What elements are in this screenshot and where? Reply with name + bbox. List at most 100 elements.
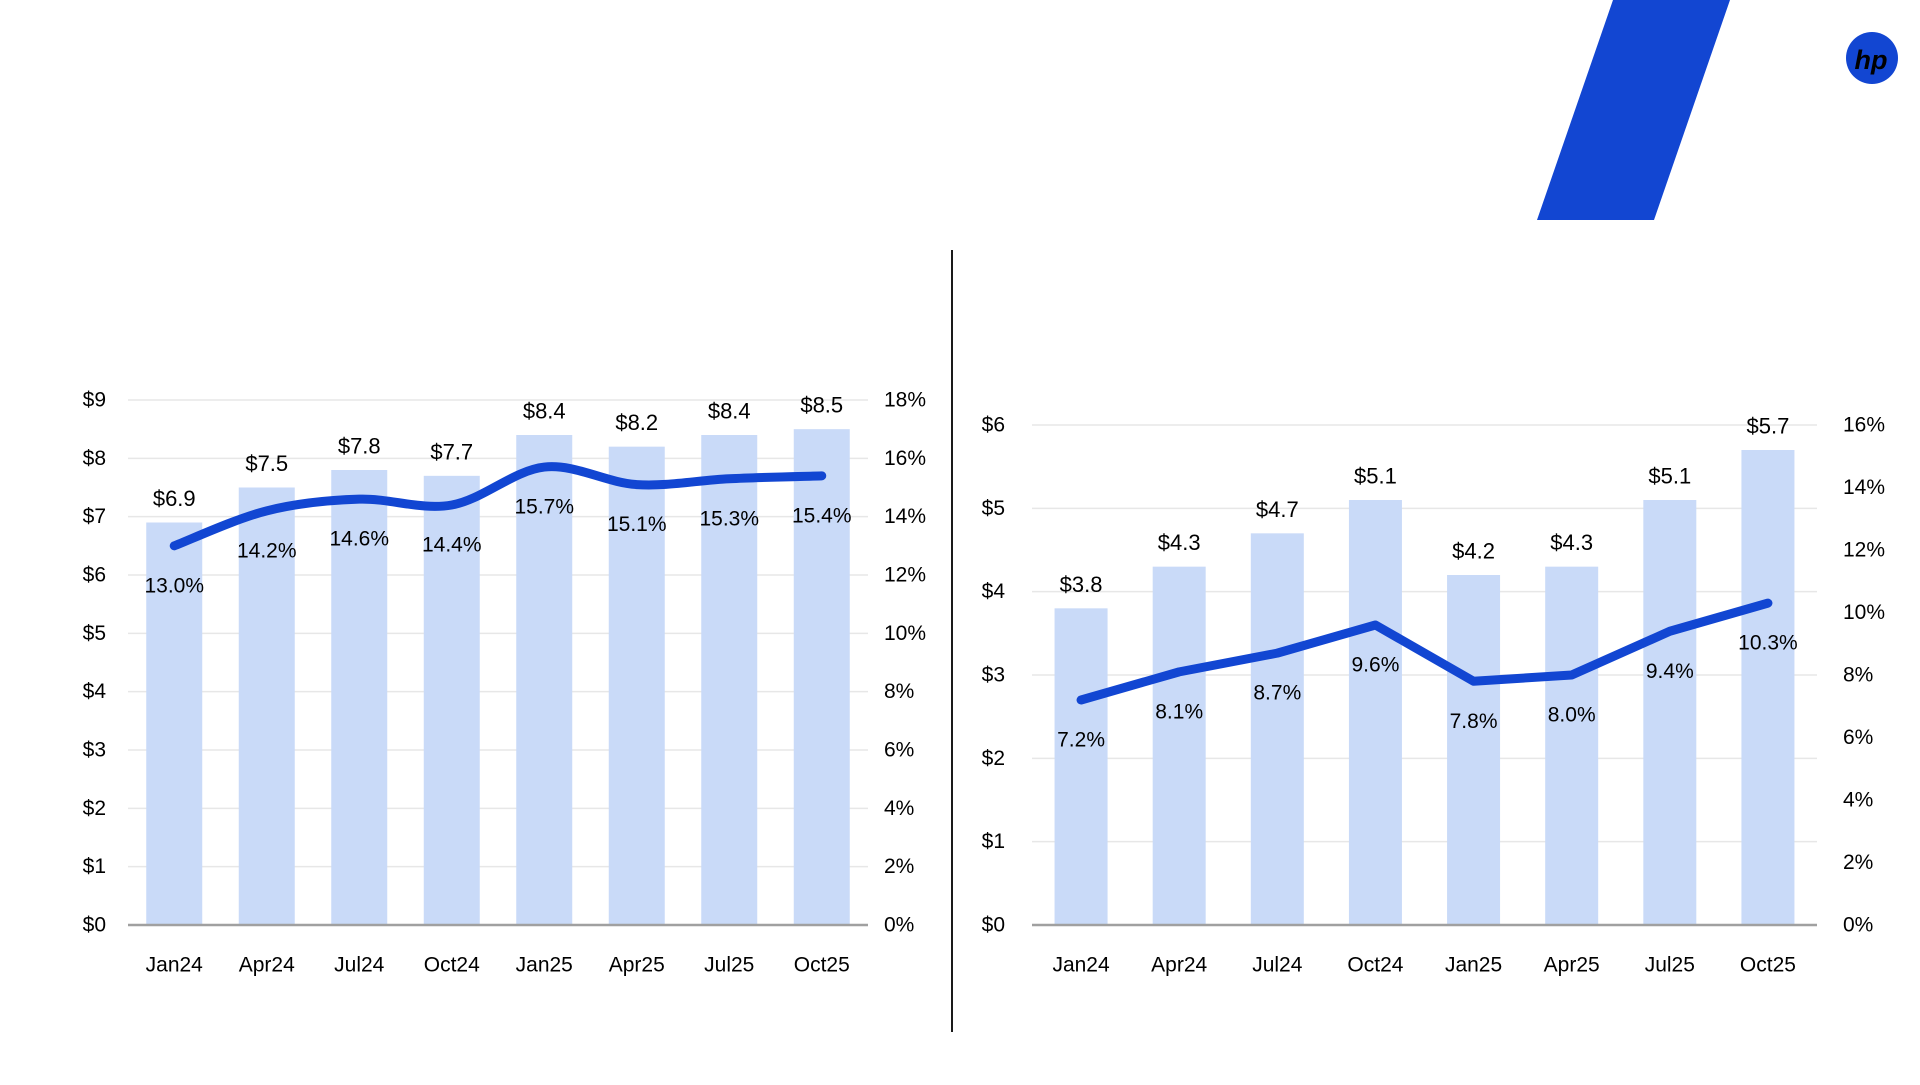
- bar-value-label: $5.1: [1648, 464, 1691, 489]
- bar-value-label: $7.5: [245, 451, 288, 476]
- trend-point-label: 7.8%: [1450, 710, 1498, 733]
- bar-value-label: $8.4: [708, 399, 751, 424]
- bar-value-label: $4.3: [1550, 530, 1593, 555]
- y-axis-right-tick-label: 14%: [1843, 476, 1885, 499]
- bar: [1545, 566, 1599, 925]
- left-chart: $0 $1 $2 $3 $4 $5 $6 $7 $8 $9 0% 2% 4% 6% 8% 10% 12% 14% 1…: [83, 389, 926, 977]
- y-axis-right-tick-label: 18%: [884, 389, 926, 412]
- bar: [238, 487, 295, 925]
- x-axis-label: Jan24: [1052, 954, 1110, 977]
- y-axis-right-tick-label: 6%: [1843, 726, 1873, 749]
- y-axis-right-tick-label: 16%: [884, 447, 926, 470]
- bar: [793, 429, 850, 925]
- y-axis-left-tick-label: $4: [982, 580, 1006, 603]
- bar: [516, 435, 573, 925]
- x-axis-label: Oct25: [794, 954, 850, 977]
- x-axis-label: Oct24: [424, 954, 480, 977]
- x-axis-label: Apr24: [1151, 954, 1207, 977]
- y-axis-right-tick-label: 8%: [884, 680, 914, 703]
- y-axis-right-tick-label: 0%: [884, 914, 914, 937]
- hp-logo: hp: [1846, 32, 1898, 84]
- trend-point-label: 15.1%: [607, 513, 667, 536]
- y-axis-left-tick-label: $3: [83, 739, 106, 762]
- y-axis-left-tick-label: $3: [982, 664, 1005, 687]
- x-axis-label: Apr24: [239, 954, 295, 977]
- trend-point-label: 8.1%: [1155, 700, 1203, 723]
- y-axis-left-tick-label: $9: [83, 389, 106, 412]
- bar-value-label: $8.4: [523, 399, 566, 424]
- x-axis-label: Jan25: [516, 954, 573, 977]
- y-axis-left-tick-label: $1: [83, 855, 106, 878]
- bar-value-label: $3.8: [1060, 572, 1103, 597]
- trend-point-label: 9.6%: [1352, 654, 1400, 677]
- x-axis-label: Oct24: [1347, 954, 1403, 977]
- y-axis-left-tick-label: $2: [83, 797, 106, 820]
- bar-value-label: $8.5: [800, 393, 843, 418]
- trend-point-label: 13.0%: [144, 574, 204, 597]
- bar-value-label: $4.3: [1158, 530, 1201, 555]
- y-axis-left-tick-label: $4: [83, 680, 107, 703]
- y-axis-right-tick-label: 8%: [1843, 664, 1873, 687]
- y-axis-right-tick-label: 10%: [884, 622, 926, 645]
- y-axis-right-tick-label: 0%: [1843, 914, 1873, 937]
- bar: [1643, 500, 1697, 925]
- x-axis-label: Apr25: [609, 954, 665, 977]
- trend-point-label: 7.2%: [1057, 729, 1105, 752]
- x-axis-label: Jan25: [1445, 954, 1502, 977]
- bar: [1250, 533, 1304, 925]
- trend-point-label: 8.7%: [1253, 682, 1301, 705]
- trend-point-label: 14.6%: [329, 528, 389, 551]
- bar: [608, 446, 665, 925]
- right-chart: $0 $1 $2 $3 $4 $5 $6 0% 2% 4% 6% 8% 10% 12% 14% 16% $3.8…: [982, 414, 1885, 977]
- y-axis-right-tick-label: 6%: [884, 739, 914, 762]
- hp-logo-text: hp: [1855, 45, 1888, 75]
- trend-point-label: 15.4%: [792, 504, 852, 527]
- y-axis-right-tick-label: 14%: [884, 505, 926, 528]
- y-axis-right-tick-label: 10%: [1843, 601, 1885, 624]
- y-axis-right-tick-label: 2%: [884, 855, 914, 878]
- bar-value-label: $4.7: [1256, 497, 1299, 522]
- trend-point-label: 14.2%: [237, 539, 297, 562]
- bar: [423, 475, 480, 925]
- y-axis-right-tick-label: 4%: [884, 797, 914, 820]
- y-axis-left-tick-label: $0: [982, 914, 1005, 937]
- bar-value-label: $8.2: [615, 410, 658, 435]
- x-axis-label: Apr25: [1544, 954, 1600, 977]
- trend-point-label: 15.7%: [514, 496, 574, 519]
- trend-point-label: 14.4%: [422, 534, 482, 557]
- y-axis-left-tick-label: $0: [83, 914, 106, 937]
- bar-value-label: $5.1: [1354, 464, 1397, 489]
- trend-point-label: 10.3%: [1738, 632, 1798, 655]
- x-axis-label: Jul25: [704, 954, 754, 977]
- x-axis-label: Jul25: [1645, 954, 1695, 977]
- x-axis-label: Oct25: [1740, 954, 1796, 977]
- y-axis-left-tick-label: $8: [83, 447, 106, 470]
- x-axis-label: Jan24: [146, 954, 204, 977]
- bar: [1152, 566, 1206, 925]
- bar: [331, 470, 388, 925]
- y-axis-left-tick-label: $5: [83, 622, 106, 645]
- y-axis-left-tick-label: $6: [982, 414, 1005, 437]
- hp-logo-circle: [1846, 32, 1898, 84]
- y-axis-right-tick-label: 2%: [1843, 851, 1873, 874]
- y-axis-left-tick-label: $6: [83, 564, 106, 587]
- bar: [1447, 575, 1501, 925]
- trend-point-label: 15.3%: [699, 507, 759, 530]
- x-axis-label: Jul24: [334, 954, 385, 977]
- y-axis-right-tick-label: 16%: [1843, 414, 1885, 437]
- bar-value-label: $7.7: [430, 439, 473, 464]
- y-axis-right-tick-label: 12%: [1843, 539, 1885, 562]
- y-axis-right-tick-label: 12%: [884, 564, 926, 587]
- bar-value-label: $7.8: [338, 434, 381, 459]
- bar: [146, 522, 203, 925]
- bar-value-label: $4.2: [1452, 539, 1495, 564]
- trend-line: [169, 462, 827, 551]
- y-axis-left-tick-label: $5: [982, 497, 1005, 520]
- bar: [1348, 500, 1402, 925]
- y-axis-left-tick-label: $1: [982, 830, 1005, 853]
- bar: [701, 435, 758, 925]
- bar-value-label: $6.9: [153, 486, 196, 511]
- bar-value-label: $5.7: [1747, 414, 1790, 439]
- bar: [1741, 450, 1795, 925]
